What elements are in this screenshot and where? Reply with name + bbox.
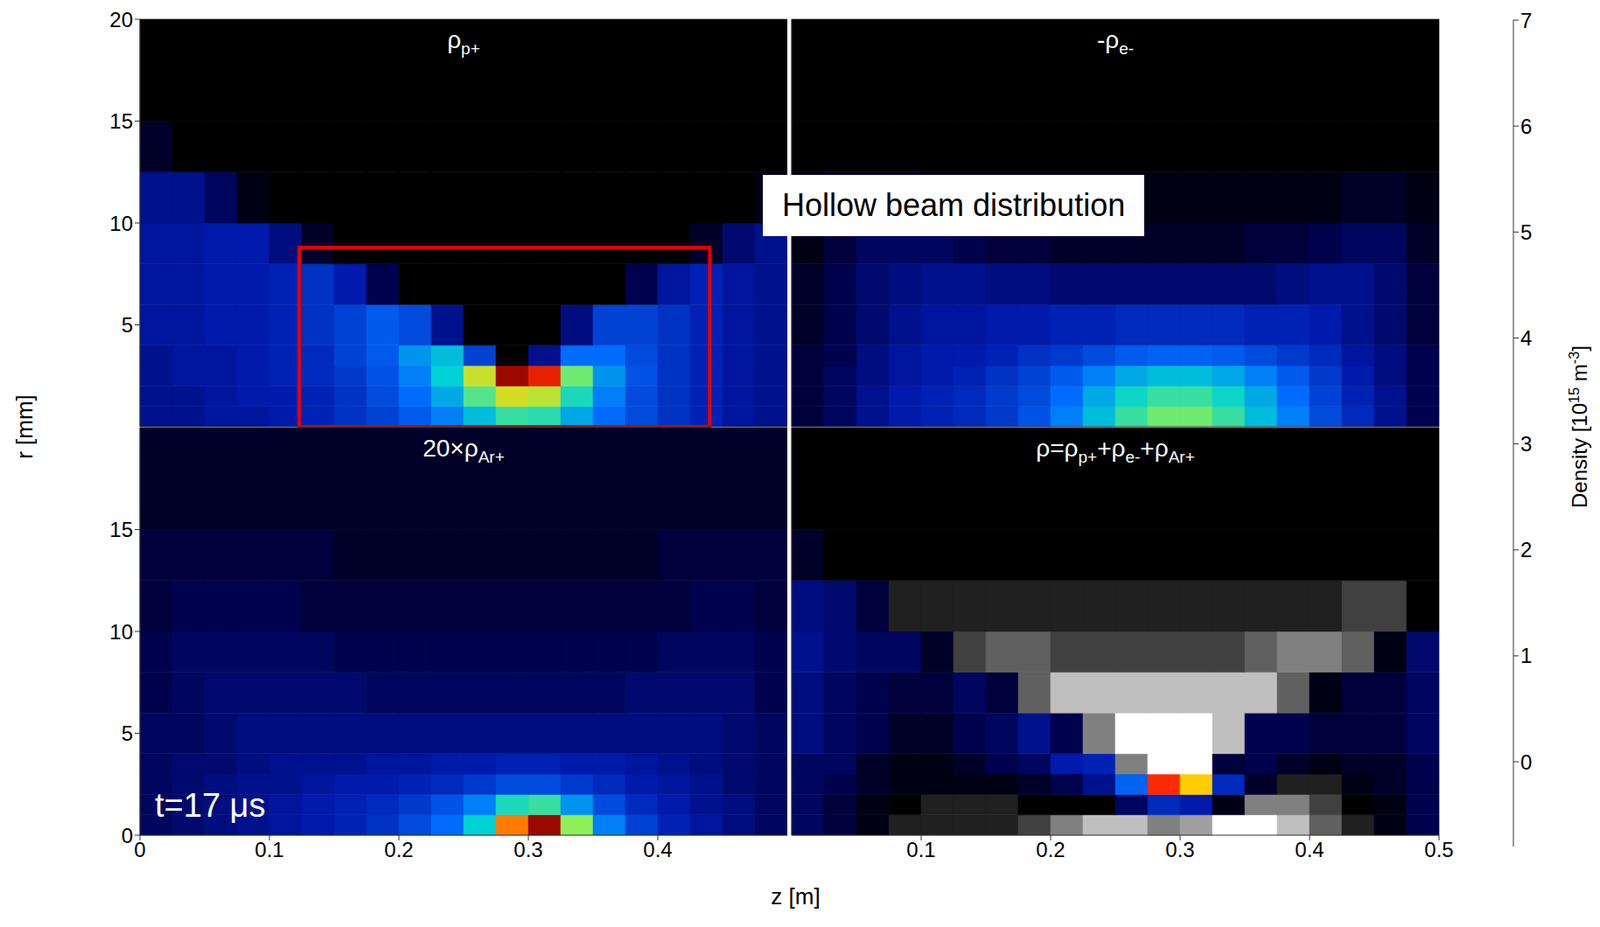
svg-text:0: 0 bbox=[1520, 750, 1532, 775]
html-text:m: m bbox=[1567, 364, 1592, 388]
svg-text:0.3: 0.3 bbox=[1165, 838, 1195, 862]
svg-text:15: 15 bbox=[109, 109, 133, 133]
svg-text:0.3: 0.3 bbox=[513, 838, 543, 862]
html-text:15: 15 bbox=[1565, 387, 1582, 404]
svg-text:4: 4 bbox=[1520, 326, 1532, 350]
html-text:t=17 μs: t=17 μs bbox=[154, 787, 266, 825]
svg-text:10: 10 bbox=[109, 620, 133, 644]
html-text:r [mm]: r [mm] bbox=[10, 394, 38, 460]
svg-text:5: 5 bbox=[1520, 220, 1532, 245]
svg-text:0.4: 0.4 bbox=[642, 838, 672, 862]
html-text:-ρe-: -ρe- bbox=[1096, 26, 1134, 58]
html-text:z [m]: z [m] bbox=[770, 883, 821, 910]
svg-text:0.1: 0.1 bbox=[906, 838, 936, 862]
svg-text:0.1: 0.1 bbox=[254, 838, 284, 862]
svg-text:0.2: 0.2 bbox=[384, 838, 413, 862]
svg-text:6: 6 bbox=[1520, 114, 1532, 139]
svg-text:15: 15 bbox=[109, 517, 133, 542]
html-text:Density [10: Density [10 bbox=[1567, 403, 1592, 509]
svg-text:0.2: 0.2 bbox=[1035, 838, 1065, 862]
html-text:-3: -3 bbox=[1565, 351, 1582, 365]
svg-text:10: 10 bbox=[109, 211, 133, 236]
html-text:Hollow beam distribution: Hollow beam distribution bbox=[782, 187, 1126, 224]
svg-text:20: 20 bbox=[109, 7, 133, 32]
html-text:ρp+: ρp+ bbox=[447, 26, 481, 58]
html-text:ρ=ρp++ρe-+ρAr+: ρ=ρp++ρe-+ρAr+ bbox=[1035, 434, 1195, 466]
svg-text:7: 7 bbox=[1520, 8, 1532, 33]
svg-text:0.5: 0.5 bbox=[1424, 838, 1454, 862]
svg-text:0.4: 0.4 bbox=[1294, 838, 1324, 862]
svg-text:5: 5 bbox=[121, 721, 133, 746]
svg-text:0: 0 bbox=[133, 838, 146, 862]
svg-text:5: 5 bbox=[121, 313, 133, 337]
svg-text:2: 2 bbox=[1520, 537, 1532, 562]
svg-text:3: 3 bbox=[1520, 432, 1532, 456]
svg-text:1: 1 bbox=[1520, 643, 1532, 668]
svg-text:0: 0 bbox=[121, 824, 133, 848]
html-text:20×ρAr+: 20×ρAr+ bbox=[422, 434, 505, 466]
